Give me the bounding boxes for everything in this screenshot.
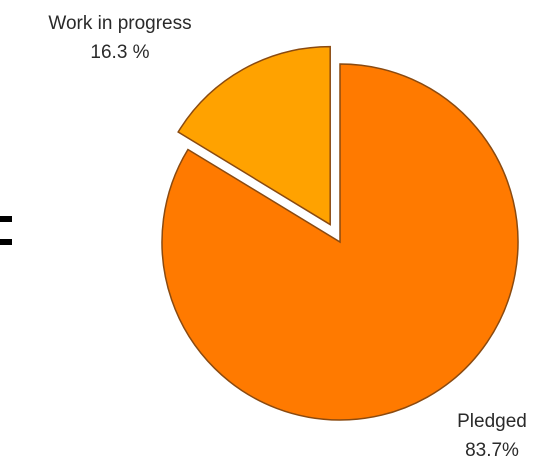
pie-slices xyxy=(161,45,519,421)
pie-slice-work-in-progress xyxy=(177,45,331,226)
pie-slice-pledged xyxy=(161,63,519,421)
slice-label-pledged-value: 83.7% xyxy=(465,440,519,461)
slice-label-work-in-progress-name: Work in progress xyxy=(48,13,191,34)
colon-mark-lower xyxy=(0,239,12,245)
slice-label-pledged: Pledged 83.7% xyxy=(457,411,527,461)
slice-label-work-in-progress-value: 16.3 % xyxy=(90,42,149,63)
slice-label-pledged-name: Pledged xyxy=(457,411,527,432)
slice-label-work-in-progress: Work in progress 16.3 % xyxy=(48,13,191,63)
colon-mark-upper xyxy=(0,216,12,222)
